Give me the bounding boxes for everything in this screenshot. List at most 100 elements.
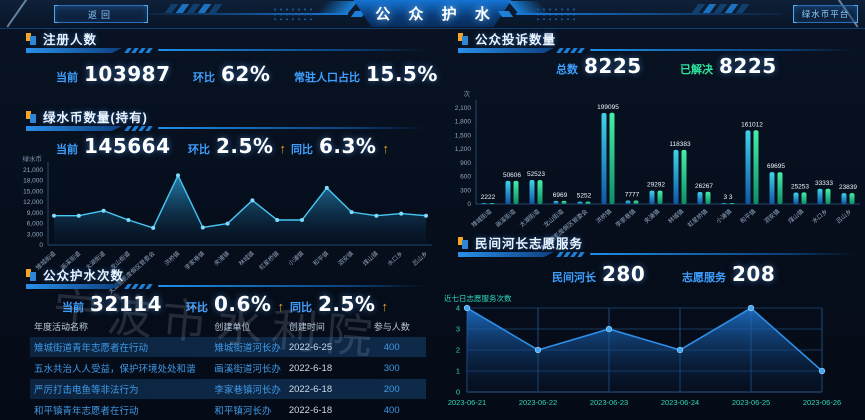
- stat-value: 62%: [221, 62, 271, 86]
- table-row: 雉城街道青年志愿者在行动 雉城街道河长办 2022-6-25 400: [30, 337, 426, 357]
- svg-text:300: 300: [460, 187, 471, 194]
- svg-text:7777: 7777: [625, 191, 640, 198]
- svg-text:900: 900: [460, 160, 471, 167]
- svg-text:画溪街道: 画溪街道: [494, 207, 518, 229]
- table-cell: 李家巷镇河长办: [214, 385, 281, 396]
- svg-text:雉城街道: 雉城街道: [470, 207, 494, 229]
- svg-text:0: 0: [456, 388, 460, 397]
- complaints-bar-chart[interactable]: 次 0 300 600 900 1,200 1,500 1,800 2,100 2222 雉城街道 5…: [436, 86, 865, 252]
- svg-text:33333: 33333: [815, 180, 833, 187]
- up-arrow-icon: ↑: [277, 299, 284, 314]
- top-header-bar: 返回 公 众 护 水 绿水币平台: [0, 0, 865, 29]
- svg-text:5252: 5252: [577, 193, 592, 200]
- stat-complaints-resolved: 已解决 8225: [680, 54, 777, 78]
- svg-text:煤山镇: 煤山镇: [786, 207, 805, 225]
- svg-text:69695: 69695: [767, 163, 785, 170]
- svg-text:4: 4: [456, 304, 460, 313]
- table-cell: 300: [383, 362, 400, 374]
- table-header-cell: 创建时间: [288, 322, 325, 332]
- svg-text:600: 600: [460, 174, 471, 181]
- svg-text:23839: 23839: [839, 184, 857, 191]
- svg-text:林城镇: 林城镇: [237, 250, 256, 268]
- svg-text:吕山乡: 吕山乡: [834, 207, 853, 225]
- svg-text:0: 0: [39, 242, 43, 249]
- stat-label: 同比: [291, 144, 313, 156]
- header-line-left: [148, 13, 348, 15]
- panel-title-complaints: 公众投诉数量: [475, 33, 557, 47]
- panel-header-registered: 注册人数: [26, 32, 426, 54]
- up-arrow-icon: ↑: [381, 299, 388, 314]
- svg-text:3: 3: [456, 325, 460, 334]
- table-row: 和平镇青年志愿者在行动 和平镇河长办 2022-6-18 400: [30, 400, 426, 420]
- svg-text:2023-06-26: 2023-06-26: [803, 398, 841, 407]
- panel-bullet-icon: [458, 32, 469, 45]
- header-wing-left: [317, 1, 358, 13]
- volunteer-7day-line-chart[interactable]: 近七日志愿服务次数 0 1 2 3 4 2023-06-21 2023-06-22 2023-0…: [436, 293, 865, 418]
- green-coins-area-chart[interactable]: 绿水币 0 3,000 6,000 9,000 12,000 15,000 18,000 21,…: [10, 152, 435, 296]
- svg-text:夹浦镇: 夹浦镇: [642, 207, 661, 225]
- table-header-cell: 创建单位: [214, 322, 251, 332]
- green-coin-platform-button[interactable]: 绿水币平台: [793, 5, 858, 23]
- svg-text:小浦镇: 小浦镇: [287, 250, 306, 268]
- panel-header-complaints: 公众投诉数量: [458, 32, 856, 54]
- up-arrow-icon: ↑: [382, 141, 389, 156]
- stat-label: 当前: [56, 72, 78, 84]
- panel-bullet-icon: [26, 268, 37, 281]
- stat-label: 当前: [56, 144, 78, 156]
- svg-text:3,000: 3,000: [27, 231, 44, 238]
- svg-text:李家巷镇: 李家巷镇: [614, 207, 638, 229]
- table-cell: 2022-6-25: [288, 341, 333, 353]
- svg-text:0: 0: [467, 201, 471, 208]
- svg-text:绿水币: 绿水币: [23, 154, 43, 163]
- table-cell: 雉城街道河长办: [214, 343, 281, 354]
- svg-text:12,000: 12,000: [23, 199, 43, 206]
- svg-text:1,800: 1,800: [455, 119, 472, 126]
- stat-value: 208: [732, 262, 776, 286]
- table-cell: 画溪街道河长办: [214, 364, 281, 375]
- panel-title-registered: 注册人数: [43, 33, 98, 47]
- svg-text:太湖街道: 太湖街道: [518, 207, 542, 229]
- svg-text:和平镇: 和平镇: [311, 250, 330, 268]
- svg-text:2023-06-21: 2023-06-21: [448, 398, 486, 407]
- svg-text:9,000: 9,000: [27, 210, 44, 217]
- back-button[interactable]: 返回: [54, 5, 148, 23]
- stat-value: 32114: [90, 292, 163, 316]
- table-cell: 400: [383, 404, 400, 416]
- stat-label: 当前: [62, 302, 84, 314]
- svg-text:小浦镇: 小浦镇: [714, 207, 733, 225]
- panel-header-coins: 绿水币数量(持有): [26, 110, 426, 132]
- table-cell: 400: [383, 341, 400, 353]
- svg-text:1,200: 1,200: [455, 146, 472, 153]
- stat-label: 民间河长: [552, 272, 596, 284]
- panel-bullet-icon: [26, 32, 37, 45]
- svg-text:吕山乡: 吕山乡: [411, 250, 430, 268]
- panel-title-coins: 绿水币数量(持有): [43, 111, 148, 125]
- stat-coins-current: 当前 145664: [56, 134, 171, 158]
- svg-text:26267: 26267: [695, 183, 713, 190]
- panel-bullet-icon: [26, 110, 37, 123]
- stat-protect-yoy: 同比 2.5% ↑: [290, 292, 388, 316]
- panel-bullet-icon: [458, 236, 469, 249]
- svg-text:2023-06-22: 2023-06-22: [519, 398, 557, 407]
- svg-text:52523: 52523: [527, 171, 545, 178]
- svg-text:林城镇: 林城镇: [666, 207, 685, 225]
- stat-protect-current: 当前 32114: [62, 292, 162, 316]
- svg-text:近七日志愿服务次数: 近七日志愿服务次数: [444, 293, 512, 303]
- panel-underline: [26, 284, 426, 290]
- stat-label: 环比: [188, 144, 210, 156]
- stat-value: 2.5%: [216, 134, 274, 158]
- stat-value: 15.5%: [366, 62, 438, 86]
- stat-value: 145664: [84, 134, 171, 158]
- svg-text:水口乡: 水口乡: [386, 250, 405, 268]
- table-header-row: 年度活动名称 创建单位 创建时间 参与人数: [30, 318, 426, 335]
- panel-header-protect: 公众护水次数: [26, 268, 426, 290]
- svg-text:夹浦镇: 夹浦镇: [212, 250, 231, 268]
- stat-value: 6.3%: [319, 134, 377, 158]
- svg-text:161012: 161012: [741, 121, 763, 128]
- stat-value: 0.6%: [214, 292, 272, 316]
- stat-label: 环比: [186, 302, 208, 314]
- panel-underline: [458, 252, 856, 258]
- header-left-edge-decor: [6, 0, 28, 28]
- page-title: 公 众 护 水: [375, 6, 497, 23]
- svg-text:3 3: 3 3: [723, 194, 732, 201]
